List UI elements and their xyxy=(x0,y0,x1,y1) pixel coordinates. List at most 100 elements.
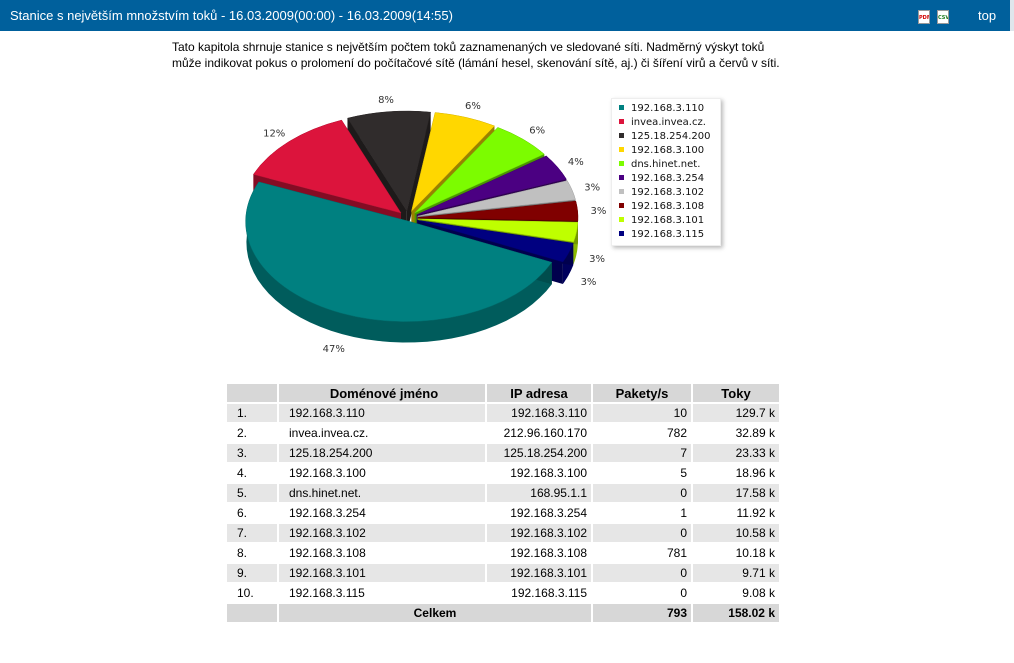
domain-cell: 125.18.254.200 xyxy=(279,444,485,462)
pdf-export-icon[interactable]: PDF xyxy=(918,10,930,24)
table-row: 6. 192.168.3.254 192.168.3.254 1 11.92 k xyxy=(227,504,779,522)
packets-cell: 782 xyxy=(593,424,691,442)
flows-cell: 9.71 k xyxy=(693,564,779,582)
legend-item: 192.168.3.102 xyxy=(619,186,720,200)
pie-slice-label: 4% xyxy=(568,157,584,168)
rank-cell: 1. xyxy=(227,404,277,422)
legend-item: 192.168.3.110 xyxy=(619,102,720,116)
pie-slice-label: 3% xyxy=(590,206,606,217)
flows-cell: 9.08 k xyxy=(693,584,779,602)
section-title: Stanice s největším množstvím toků - 16.… xyxy=(10,8,453,23)
legend-item: dns.hinet.net. xyxy=(619,158,720,172)
domain-cell: dns.hinet.net. xyxy=(279,484,485,502)
table-total-row: Celkem 793 158.02 k xyxy=(227,604,779,622)
legend-swatch xyxy=(619,119,624,124)
pie-slice-label: 3% xyxy=(581,277,597,288)
pie-slice-label: 3% xyxy=(589,254,605,265)
packets-cell: 781 xyxy=(593,544,691,562)
rank-cell: 9. xyxy=(227,564,277,582)
legend-swatch xyxy=(619,189,624,194)
legend-swatch xyxy=(619,203,624,208)
rank-cell: 7. xyxy=(227,524,277,542)
pie-slice xyxy=(417,200,579,222)
section-header: Stanice s největším množstvím toků - 16.… xyxy=(0,0,1014,31)
rank-cell: 10. xyxy=(227,584,277,602)
rank-cell: 5. xyxy=(227,484,277,502)
domain-cell: 192.168.3.110 xyxy=(279,404,485,422)
pie-slice-label: 12% xyxy=(263,128,285,139)
flows-cell: 32.89 k xyxy=(693,424,779,442)
ip-cell: 192.168.3.102 xyxy=(487,524,591,542)
legend-label: 192.168.3.100 xyxy=(631,145,705,156)
table-row: 9. 192.168.3.101 192.168.3.101 0 9.71 k xyxy=(227,564,779,582)
pie-slice xyxy=(417,180,576,217)
rank-cell: 3. xyxy=(227,444,277,462)
legend-label: dns.hinet.net. xyxy=(631,159,701,170)
rank-cell: 2. xyxy=(227,424,277,442)
packets-cell: 0 xyxy=(593,484,691,502)
domain-cell: 192.168.3.254 xyxy=(279,504,485,522)
pie-slice-label: 6% xyxy=(529,126,545,137)
top-link[interactable]: top xyxy=(978,8,997,23)
packets-cell: 5 xyxy=(593,464,691,482)
packets-cell: 7 xyxy=(593,444,691,462)
legend-item: 192.168.3.101 xyxy=(619,214,720,228)
intro-line: může indikovat pokus o prolomení do počí… xyxy=(172,56,780,70)
domain-cell: 192.168.3.115 xyxy=(279,584,485,602)
column-header-rank xyxy=(227,384,277,402)
legend-item: 192.168.3.108 xyxy=(619,200,720,214)
ip-cell: 192.168.3.100 xyxy=(487,464,591,482)
pie-chart: 47% 12% 8% 6% 6% 4% 3% 3% 3% 3% xyxy=(245,95,606,355)
pie-slice-label: 47% xyxy=(323,344,345,355)
table-header-row: Doménové jméno IP adresa Pakety/s Toky xyxy=(227,384,779,402)
ip-cell: 192.168.3.110 xyxy=(487,404,591,422)
packets-cell: 0 xyxy=(593,564,691,582)
pie-slice-edge xyxy=(406,112,431,234)
legend-swatch xyxy=(619,231,624,236)
legend-item: invea.invea.cz. xyxy=(619,116,720,130)
legend-label: 192.168.3.101 xyxy=(631,215,705,226)
legend-swatch xyxy=(619,105,624,110)
rank-cell: 8. xyxy=(227,544,277,562)
column-header-packets: Pakety/s xyxy=(593,384,691,402)
rank-cell: 4. xyxy=(227,464,277,482)
ip-cell: 125.18.254.200 xyxy=(487,444,591,462)
legend-label: 192.168.3.254 xyxy=(631,173,705,184)
legend-item: 192.168.3.115 xyxy=(619,228,720,242)
column-header-ip: IP adresa xyxy=(487,384,591,402)
legend-label: 192.168.3.108 xyxy=(631,201,705,212)
legend-item: 192.168.3.100 xyxy=(619,144,720,158)
column-header-flows: Toky xyxy=(693,384,779,402)
flows-cell: 10.18 k xyxy=(693,544,779,562)
domain-cell: 192.168.3.108 xyxy=(279,544,485,562)
ip-cell: 168.95.1.1 xyxy=(487,484,591,502)
csv-export-icon[interactable]: CSV xyxy=(937,10,949,24)
table-row: 8. 192.168.3.108 192.168.3.108 781 10.18 k xyxy=(227,544,779,562)
intro-text: Tato kapitola shrnuje stanice s největší… xyxy=(172,39,842,71)
top-stations-table: Doménové jméno IP adresa Pakety/s Toky 1… xyxy=(225,382,781,624)
domain-cell: 192.168.3.101 xyxy=(279,564,485,582)
pie-slice xyxy=(417,220,574,263)
legend-label: 192.168.3.102 xyxy=(631,187,705,198)
rank-cell: 6. xyxy=(227,504,277,522)
pie-slice xyxy=(414,127,545,214)
domain-cell: invea.invea.cz. xyxy=(279,424,485,442)
total-flows: 158.02 k xyxy=(693,604,779,622)
legend-item: 125.18.254.200 xyxy=(619,130,720,144)
flows-cell: 17.58 k xyxy=(693,484,779,502)
legend-label: invea.invea.cz. xyxy=(631,117,706,128)
legend-swatch xyxy=(619,147,624,152)
intro-line: Tato kapitola shrnuje stanice s největší… xyxy=(172,40,765,54)
pie-slice xyxy=(252,119,402,214)
domain-cell: 192.168.3.102 xyxy=(279,524,485,542)
flows-cell: 11.92 k xyxy=(693,504,779,522)
total-label: Celkem xyxy=(279,604,591,622)
legend-swatch xyxy=(619,175,624,180)
legend-label: 192.168.3.110 xyxy=(631,103,705,114)
ip-cell: 192.168.3.108 xyxy=(487,544,591,562)
packets-cell: 0 xyxy=(593,584,691,602)
pie-slice-label: 3% xyxy=(584,183,600,194)
ip-cell: 192.168.3.115 xyxy=(487,584,591,602)
table-row: 10. 192.168.3.115 192.168.3.115 0 9.08 k xyxy=(227,584,779,602)
pie-slice-label: 8% xyxy=(378,95,394,106)
